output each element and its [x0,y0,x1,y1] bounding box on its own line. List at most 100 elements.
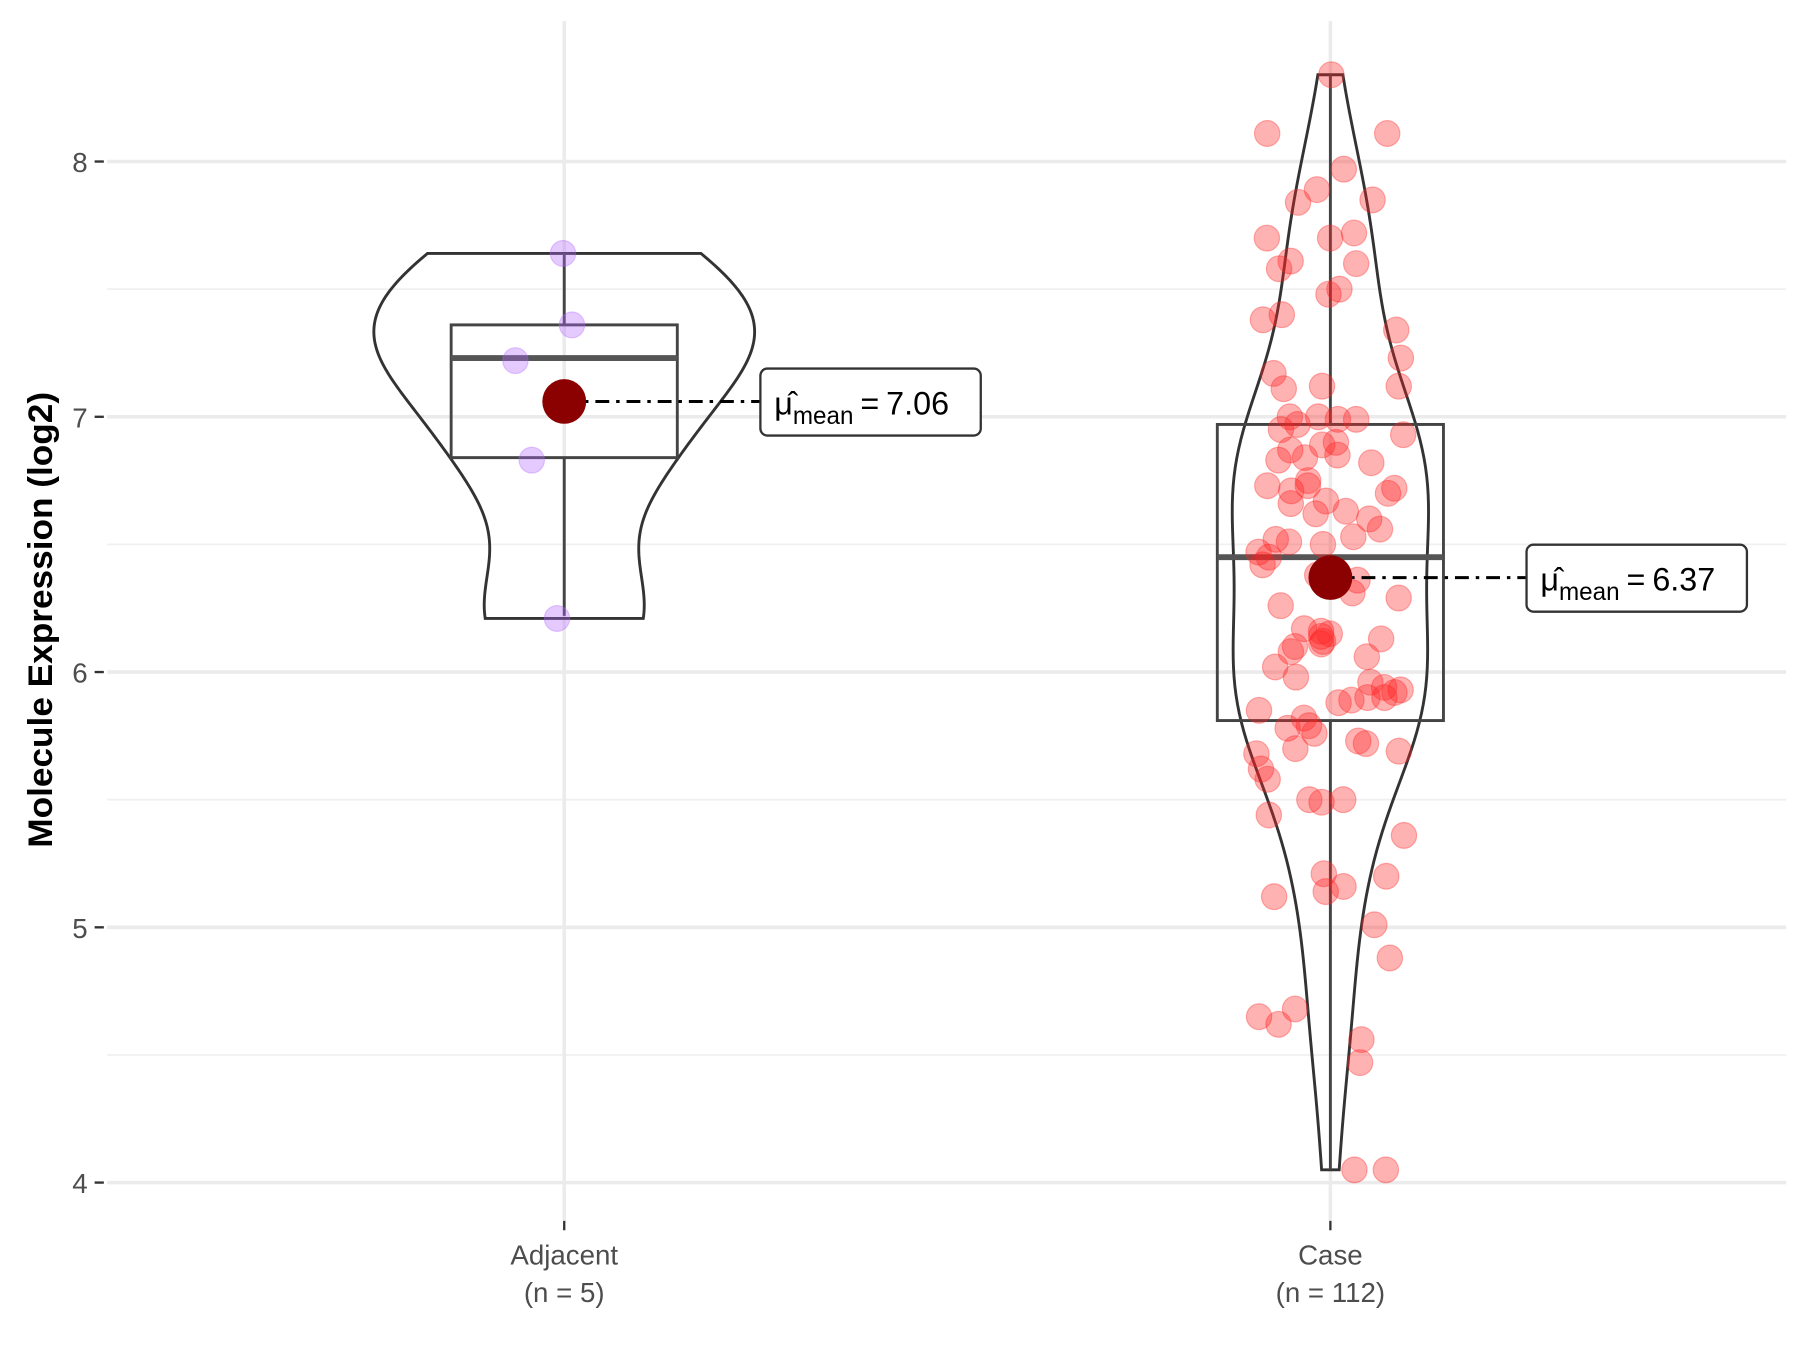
data-point [1342,250,1370,278]
box [449,323,679,460]
data-point [1352,730,1380,758]
mean-label-box [1525,543,1749,613]
data-point [1329,786,1357,814]
data-point [543,604,571,632]
data-point [1281,995,1309,1023]
mean-value: 7.06 [886,385,949,421]
data-point [1290,615,1318,643]
mean-subscript: mean [793,403,854,430]
data-point [1344,727,1372,755]
data-point [1353,643,1381,671]
data-point [1245,538,1272,566]
data-point [1290,704,1318,732]
data-point [558,311,586,339]
data-point [1316,620,1344,648]
data-point [549,239,577,267]
data-point [1260,359,1287,387]
data-point [1390,821,1418,849]
data-point [1249,306,1277,334]
violin [372,251,757,620]
data-point [1302,500,1329,528]
mean-label: μ̂mean = 6.37 [1540,561,1715,606]
data-point [1247,755,1275,783]
y-axis-label: Molecule Expression (log2) [21,392,60,848]
mean-subscript: mean [1559,579,1620,606]
x-tick-label: Adjacent [510,1239,618,1270]
plot-area: μ̂mean = 7.06μ̂mean = 6.37 [372,61,1749,1184]
data-point [1385,737,1413,765]
data-point [1372,1156,1400,1184]
data-point [1291,444,1319,472]
data-point [1305,403,1332,431]
data-point [1332,497,1360,525]
mean-point [1308,555,1353,600]
data-point [1371,684,1398,712]
y-tick-label: 6 [72,657,87,688]
mean-operator: = [1627,561,1646,597]
data-point [1307,617,1335,645]
data-point [1381,474,1408,502]
mean-point [542,379,587,424]
data-point [1261,653,1289,681]
data-point [1265,446,1292,474]
data-point [1373,119,1401,147]
data-point [1318,61,1345,89]
data-point [1254,472,1281,500]
data-point [1267,592,1294,620]
y-tick-label: 8 [72,147,87,178]
data-point [1303,176,1331,204]
x-count-label: (n = 5) [524,1277,605,1308]
data-point [1253,224,1281,252]
data-point [1308,630,1335,658]
data-point [1277,490,1305,518]
data-point [1308,431,1336,459]
data-point [1326,275,1353,303]
data-point [1382,316,1410,344]
data-point [1325,689,1352,717]
data-point [1307,622,1335,650]
mean-label-box [759,367,982,437]
data-point [1284,410,1311,438]
data-point [1366,515,1394,543]
mean-operator: = [860,385,879,421]
data-point [1330,872,1357,900]
data-point [1265,1010,1292,1038]
data-point [1367,625,1395,653]
violin [1230,73,1430,1172]
data-point [1387,676,1414,704]
data-point [1308,788,1335,816]
data-point [1253,119,1281,147]
data-point [1312,487,1340,515]
data-point [1282,735,1309,763]
data-point [1262,525,1290,553]
data-point [1276,403,1304,431]
mean-label: μ̂mean = 7.06 [774,385,949,430]
data-point [1308,372,1336,400]
data-point [1385,584,1412,612]
data-point [1277,436,1304,464]
data-point [1389,421,1417,449]
data-point [1310,860,1338,888]
data-point [1342,405,1370,433]
data-point [1354,684,1381,712]
data-point [1341,1156,1368,1184]
y-tick-label: 4 [72,1168,87,1199]
data-point [1294,467,1322,495]
data-point [1346,1049,1374,1077]
x-tick-label: Case [1298,1239,1363,1270]
data-point [1374,479,1402,507]
data-point [518,446,546,474]
data-point [1387,344,1415,372]
data-point [1275,528,1303,556]
data-point [1324,405,1352,433]
data-point [1376,944,1404,972]
box [1215,422,1445,723]
data-point [1309,627,1337,655]
data-point [1355,505,1383,533]
data-point [1324,441,1351,469]
data-point [1370,673,1398,701]
data-point [1322,428,1350,456]
data-point [1281,633,1309,661]
data-point [1255,801,1283,829]
